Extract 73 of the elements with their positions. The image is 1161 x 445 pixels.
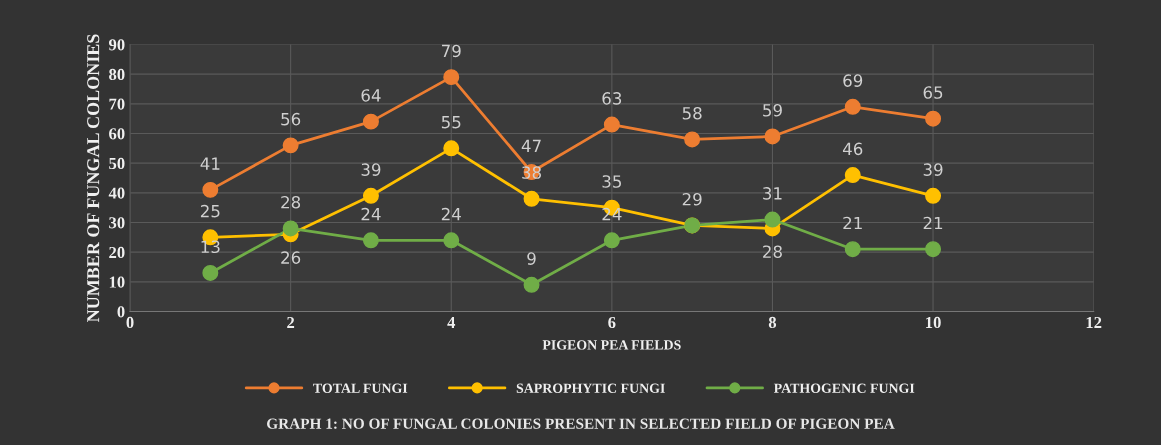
point: [925, 110, 942, 127]
y-tick-label: 0: [117, 306, 125, 318]
point: [443, 69, 460, 86]
y-tick-label: 60: [109, 128, 125, 140]
data-label: 39: [361, 163, 381, 176]
data-label: 26: [281, 251, 301, 264]
data-label: 21: [923, 216, 943, 230]
x-tick-label: 10: [926, 316, 941, 329]
point: [443, 232, 460, 249]
data-label: 25: [200, 204, 220, 218]
data-label: 13: [201, 240, 220, 254]
data-label: 29: [682, 192, 702, 206]
data-label: 69: [843, 74, 863, 87]
point: [282, 137, 299, 154]
point: [202, 264, 219, 281]
point: [202, 181, 219, 198]
point: [844, 98, 861, 115]
point: [362, 187, 379, 204]
data-label: 46: [842, 142, 863, 156]
x-tick-label: 12: [1086, 316, 1102, 328]
legend-label: SAPROPHYTIC FUNGI: [516, 383, 665, 393]
point: [925, 241, 942, 258]
legend-label: TOTAL FUNGI: [313, 383, 408, 393]
point: [764, 211, 781, 228]
y-tick-label: 80: [109, 68, 125, 81]
point: [443, 140, 460, 157]
x-tick-label: 8: [768, 316, 777, 329]
data-label: 39: [923, 163, 943, 176]
x-tick-label: 4: [447, 316, 456, 328]
data-label: 47: [521, 139, 541, 152]
data-label: 58: [682, 106, 702, 120]
legend-label: PATHOGENIC FUNGI: [773, 383, 915, 393]
data-label: 28: [281, 195, 301, 209]
data-label: 64: [361, 89, 381, 102]
point: [362, 232, 379, 249]
point: [844, 241, 861, 258]
x-tick-label: 2: [287, 316, 295, 328]
y-tick-label: 50: [109, 157, 125, 170]
point: [844, 167, 861, 184]
data-label: 35: [602, 175, 621, 188]
data-label: 24: [441, 207, 461, 221]
point: [603, 232, 620, 249]
point: [523, 276, 540, 293]
y-axis-title: NUMBER OF FUNGAL COLONIES: [87, 34, 100, 323]
y-tick-label: 40: [108, 187, 125, 199]
data-label: 41: [200, 157, 220, 170]
data-label: 59: [763, 103, 782, 117]
data-label: 63: [602, 92, 622, 105]
point: [282, 220, 299, 237]
point: [925, 187, 942, 204]
point: [764, 128, 781, 145]
point: [362, 113, 379, 130]
point: [684, 131, 701, 148]
x-tick-label: 6: [608, 316, 616, 329]
data-label: 21: [843, 216, 862, 230]
y-tick-label: 70: [109, 98, 125, 110]
data-label: 65: [923, 86, 943, 99]
y-tick-label: 10: [109, 276, 125, 288]
data-label: 9: [527, 252, 536, 265]
data-label: 24: [361, 207, 381, 221]
point: [603, 116, 620, 133]
data-label: 56: [281, 112, 301, 126]
y-tick-label: 30: [109, 217, 125, 229]
data-label: 28: [763, 245, 782, 258]
y-tick-label: 20: [109, 246, 125, 259]
data-label: 79: [442, 44, 461, 58]
x-axis-title: PIGEON PEA FIELDS: [542, 340, 681, 350]
y-tick-label: 90: [108, 39, 125, 51]
x-tick-label: 0: [126, 316, 134, 329]
data-label: 31: [763, 187, 782, 200]
data-label: 55: [441, 116, 461, 129]
text: GRAPH 1: NO OF FUNGAL COLONIES PRESENT IN SELECTED FIELD OF PIGEON PEA: [267, 418, 895, 429]
point: [523, 190, 540, 207]
